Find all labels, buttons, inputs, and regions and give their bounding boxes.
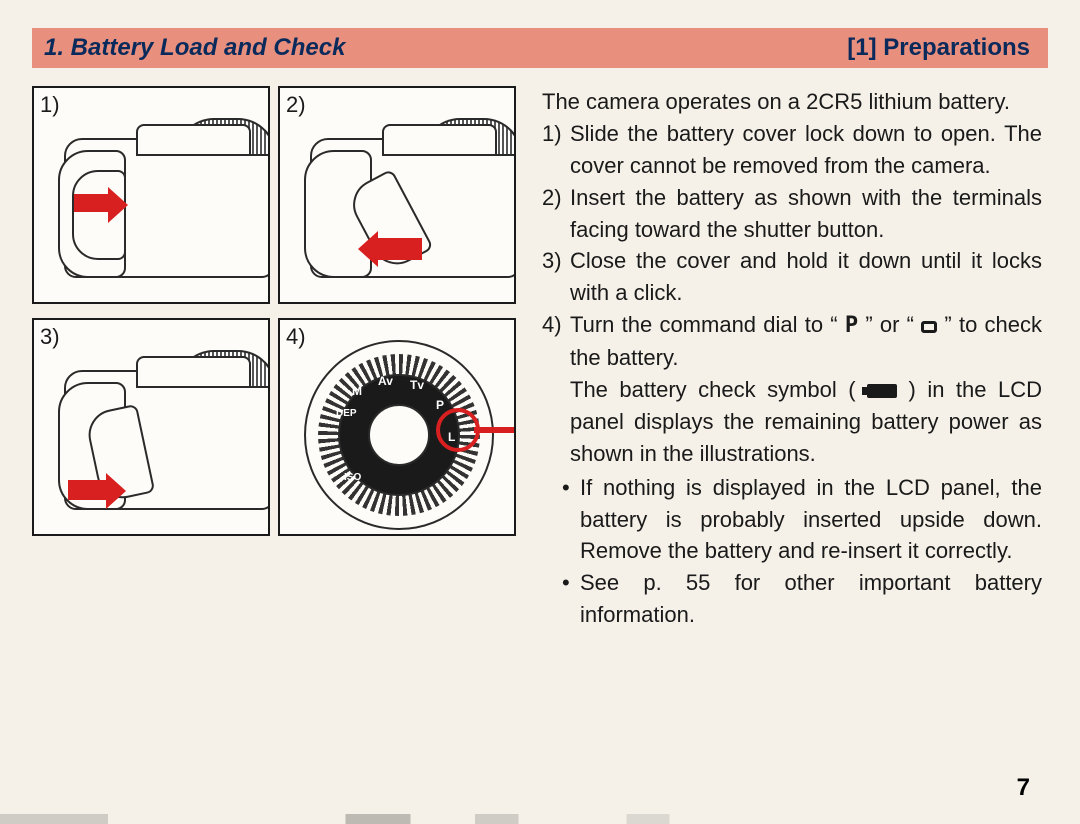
intro-text: The camera operates on a 2CR5 lithium ba… <box>542 86 1042 118</box>
chapter-label: [1] Preparations <box>847 34 1030 62</box>
manual-page: 1. Battery Load and Check [1] Preparatio… <box>0 0 1080 824</box>
after-step4: The battery check symbol ( ) in the LCD … <box>542 374 1042 470</box>
instruction-text: The camera operates on a 2CR5 lithium ba… <box>542 86 1048 631</box>
bullet-1: • If nothing is displayed in the LCD pan… <box>562 472 1042 568</box>
p-mode-icon: P <box>845 313 858 338</box>
arrow-icon <box>74 194 110 212</box>
arrow-icon <box>68 480 108 500</box>
illustration-4: 4) L P Tv Av M DEP ISO <box>278 318 516 536</box>
illus-label-4: 4) <box>286 324 306 350</box>
content-row: 1) 2) <box>32 86 1048 631</box>
highlight-line-icon <box>474 427 516 433</box>
page-number: 7 <box>1017 774 1030 802</box>
section-header: 1. Battery Load and Check [1] Preparatio… <box>32 28 1048 68</box>
step-4: 4) Turn the command dial to “ P ” or “ ”… <box>542 309 1042 374</box>
battery-icon <box>867 384 897 398</box>
illustration-3: 3) <box>32 318 270 536</box>
illustration-grid: 1) 2) <box>32 86 522 631</box>
illus-label-2: 2) <box>286 92 306 118</box>
step-1: 1) Slide the battery cover lock down to … <box>542 118 1042 182</box>
scan-edge <box>0 814 1080 824</box>
step-3: 3) Close the cover and hold it down unti… <box>542 245 1042 309</box>
arrow-icon <box>376 238 422 260</box>
bullet-list: • If nothing is displayed in the LCD pan… <box>542 472 1042 631</box>
bullet-2: • See p. 55 for other important battery … <box>562 567 1042 631</box>
step-2: 2) Insert the battery as shown with the … <box>542 182 1042 246</box>
square-mode-icon <box>921 321 937 333</box>
illus-label-3: 3) <box>40 324 60 350</box>
illustration-1: 1) <box>32 86 270 304</box>
illus-label-1: 1) <box>40 92 60 118</box>
illustration-2: 2) <box>278 86 516 304</box>
section-title: 1. Battery Load and Check <box>44 34 345 62</box>
